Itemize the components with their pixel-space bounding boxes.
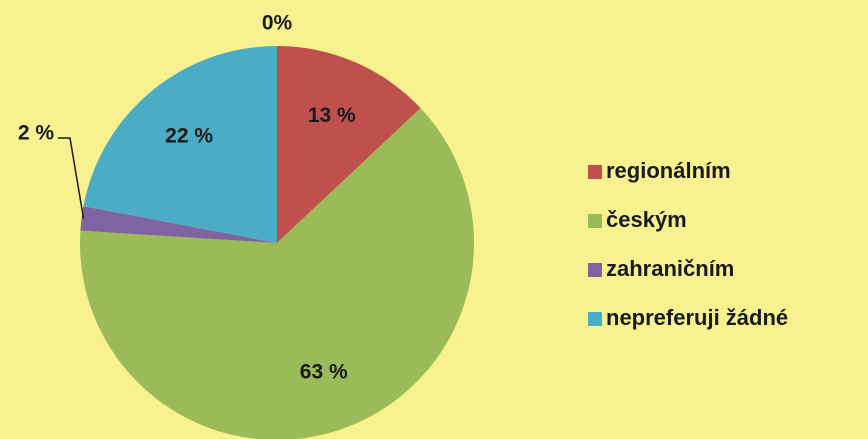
pie-slice	[277, 46, 421, 243]
data-label: 22 %	[165, 124, 213, 147]
pie-slice	[80, 108, 474, 439]
leader-line	[58, 137, 85, 219]
pie-slice	[80, 206, 277, 243]
pie-slice	[83, 46, 277, 243]
legend-swatch	[588, 312, 602, 326]
legend-swatch	[588, 263, 602, 277]
legend-label: českým	[606, 207, 687, 232]
data-label: 13 %	[308, 104, 356, 127]
legend-swatch	[588, 165, 602, 179]
legend-label: regionálním	[606, 158, 731, 183]
legend-swatch	[588, 214, 602, 228]
legend-label: zahraničním	[606, 256, 734, 281]
data-label: 2 %	[18, 122, 55, 145]
legend-label: nepreferuji žádné	[606, 305, 788, 330]
data-label: 63 %	[300, 360, 348, 383]
annotation: 0%	[262, 12, 293, 35]
